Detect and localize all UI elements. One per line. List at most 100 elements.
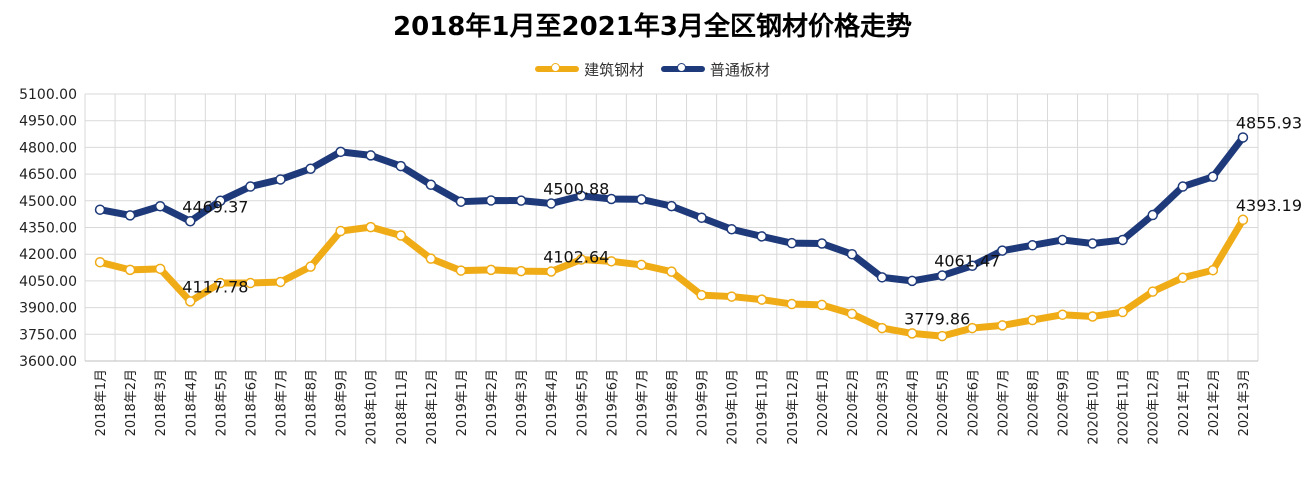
data-point bbox=[425, 253, 437, 264]
data-point bbox=[395, 230, 407, 241]
y-tick-label: 4800.00 bbox=[19, 140, 77, 156]
y-tick-label: 4650.00 bbox=[19, 167, 77, 183]
x-tick-label: 2018年8月 bbox=[305, 369, 320, 436]
data-point bbox=[816, 238, 828, 249]
data-point bbox=[1057, 234, 1068, 246]
x-tick-label: 2020年10月 bbox=[1087, 369, 1102, 445]
data-label: 4469.37 bbox=[182, 197, 248, 216]
x-tick-label: 2018年9月 bbox=[335, 369, 350, 436]
data-point bbox=[967, 260, 978, 272]
data-point bbox=[576, 190, 587, 202]
data-point bbox=[1177, 181, 1189, 192]
x-tick-label: 2019年3月 bbox=[515, 369, 530, 436]
data-point bbox=[1237, 214, 1249, 226]
data-point bbox=[1117, 306, 1128, 318]
data-point bbox=[606, 256, 617, 267]
y-tick-label: 4950.00 bbox=[19, 114, 77, 130]
data-point bbox=[365, 150, 376, 161]
data-point bbox=[124, 210, 136, 221]
data-label: 4855.93 bbox=[1236, 113, 1302, 132]
legend-label-plate-steel: 普通板材 bbox=[709, 60, 770, 79]
data-point bbox=[786, 237, 798, 249]
x-tick-label: 2019年9月 bbox=[696, 369, 711, 436]
data-point bbox=[606, 193, 617, 205]
data-point bbox=[485, 264, 497, 276]
data-point bbox=[425, 179, 437, 191]
data-point bbox=[485, 195, 497, 206]
data-point bbox=[997, 320, 1008, 331]
legend-label-construction-steel: 建筑钢材 bbox=[584, 60, 645, 79]
data-point bbox=[816, 299, 828, 311]
data-point bbox=[696, 289, 707, 301]
data-point bbox=[696, 212, 707, 223]
y-tick-label: 5100.00 bbox=[19, 87, 77, 103]
data-label: 3779.86 bbox=[904, 309, 970, 328]
data-point bbox=[906, 328, 918, 339]
data-point bbox=[636, 194, 647, 205]
x-tick-label: 2021年3月 bbox=[1237, 369, 1252, 436]
data-point bbox=[515, 265, 527, 277]
legend-item-plate-steel[interactable]: 普通板材 bbox=[660, 59, 770, 80]
x-tick-label: 2019年12月 bbox=[786, 369, 801, 445]
data-point bbox=[94, 204, 106, 215]
y-tick-label: 4050.00 bbox=[19, 274, 77, 290]
x-tick-label: 2019年11月 bbox=[756, 369, 771, 445]
data-point bbox=[636, 259, 647, 271]
data-point bbox=[545, 266, 557, 277]
data-point bbox=[1237, 132, 1249, 143]
data-point bbox=[1027, 240, 1038, 251]
data-point bbox=[756, 231, 767, 242]
x-tick-label: 2021年1月 bbox=[1177, 369, 1192, 436]
legend-swatch-plate-steel bbox=[660, 63, 705, 72]
data-point bbox=[154, 263, 166, 275]
x-tick-label: 2020年9月 bbox=[1057, 369, 1072, 436]
x-tick-label: 2018年5月 bbox=[214, 369, 229, 436]
data-point bbox=[335, 225, 346, 237]
legend-swatch-construction-steel bbox=[535, 63, 580, 72]
data-point bbox=[455, 196, 467, 207]
data-point bbox=[876, 322, 888, 334]
data-point bbox=[215, 277, 226, 289]
data-point bbox=[1057, 309, 1068, 320]
data-point bbox=[1147, 286, 1158, 297]
legend-marker-icon bbox=[551, 63, 561, 72]
data-point bbox=[876, 272, 888, 283]
data-point bbox=[515, 195, 527, 206]
data-point bbox=[666, 200, 677, 212]
x-tick-label: 2020年12月 bbox=[1147, 369, 1162, 445]
data-point bbox=[185, 296, 196, 307]
x-tick-label: 2020年2月 bbox=[846, 369, 861, 436]
data-point bbox=[305, 163, 316, 175]
y-tick-label: 4350.00 bbox=[19, 221, 77, 237]
x-tick-label: 2020年5月 bbox=[936, 369, 951, 436]
x-tick-label: 2018年12月 bbox=[425, 369, 440, 445]
data-point bbox=[846, 308, 858, 320]
x-tick-label: 2018年1月 bbox=[94, 369, 109, 436]
data-point bbox=[1087, 311, 1098, 322]
x-tick-label: 2019年8月 bbox=[666, 369, 681, 436]
legend: 建筑钢材 普通板材 bbox=[0, 58, 1305, 80]
data-point bbox=[786, 298, 798, 310]
data-label: 4500.88 bbox=[543, 179, 609, 198]
x-tick-label: 2019年2月 bbox=[485, 369, 500, 436]
x-tick-label: 2020年7月 bbox=[996, 369, 1011, 436]
data-point bbox=[365, 221, 376, 233]
legend-item-construction-steel[interactable]: 建筑钢材 bbox=[535, 59, 644, 80]
data-point bbox=[936, 270, 948, 281]
x-tick-label: 2020年1月 bbox=[816, 369, 831, 436]
data-point bbox=[545, 198, 557, 209]
data-point bbox=[245, 181, 256, 192]
data-point bbox=[967, 322, 978, 334]
x-tick-label: 2019年5月 bbox=[575, 369, 590, 436]
data-point bbox=[94, 256, 106, 268]
x-tick-label: 2018年7月 bbox=[275, 369, 290, 436]
data-point bbox=[245, 277, 256, 289]
x-tick-label: 2018年2月 bbox=[124, 369, 139, 436]
data-point bbox=[455, 265, 467, 276]
data-point bbox=[906, 275, 918, 287]
y-tick-label: 3900.00 bbox=[19, 301, 77, 317]
y-tick-label: 3750.00 bbox=[19, 327, 77, 343]
x-tick-label: 2019年4月 bbox=[545, 369, 560, 436]
x-tick-label: 2018年3月 bbox=[154, 369, 169, 436]
